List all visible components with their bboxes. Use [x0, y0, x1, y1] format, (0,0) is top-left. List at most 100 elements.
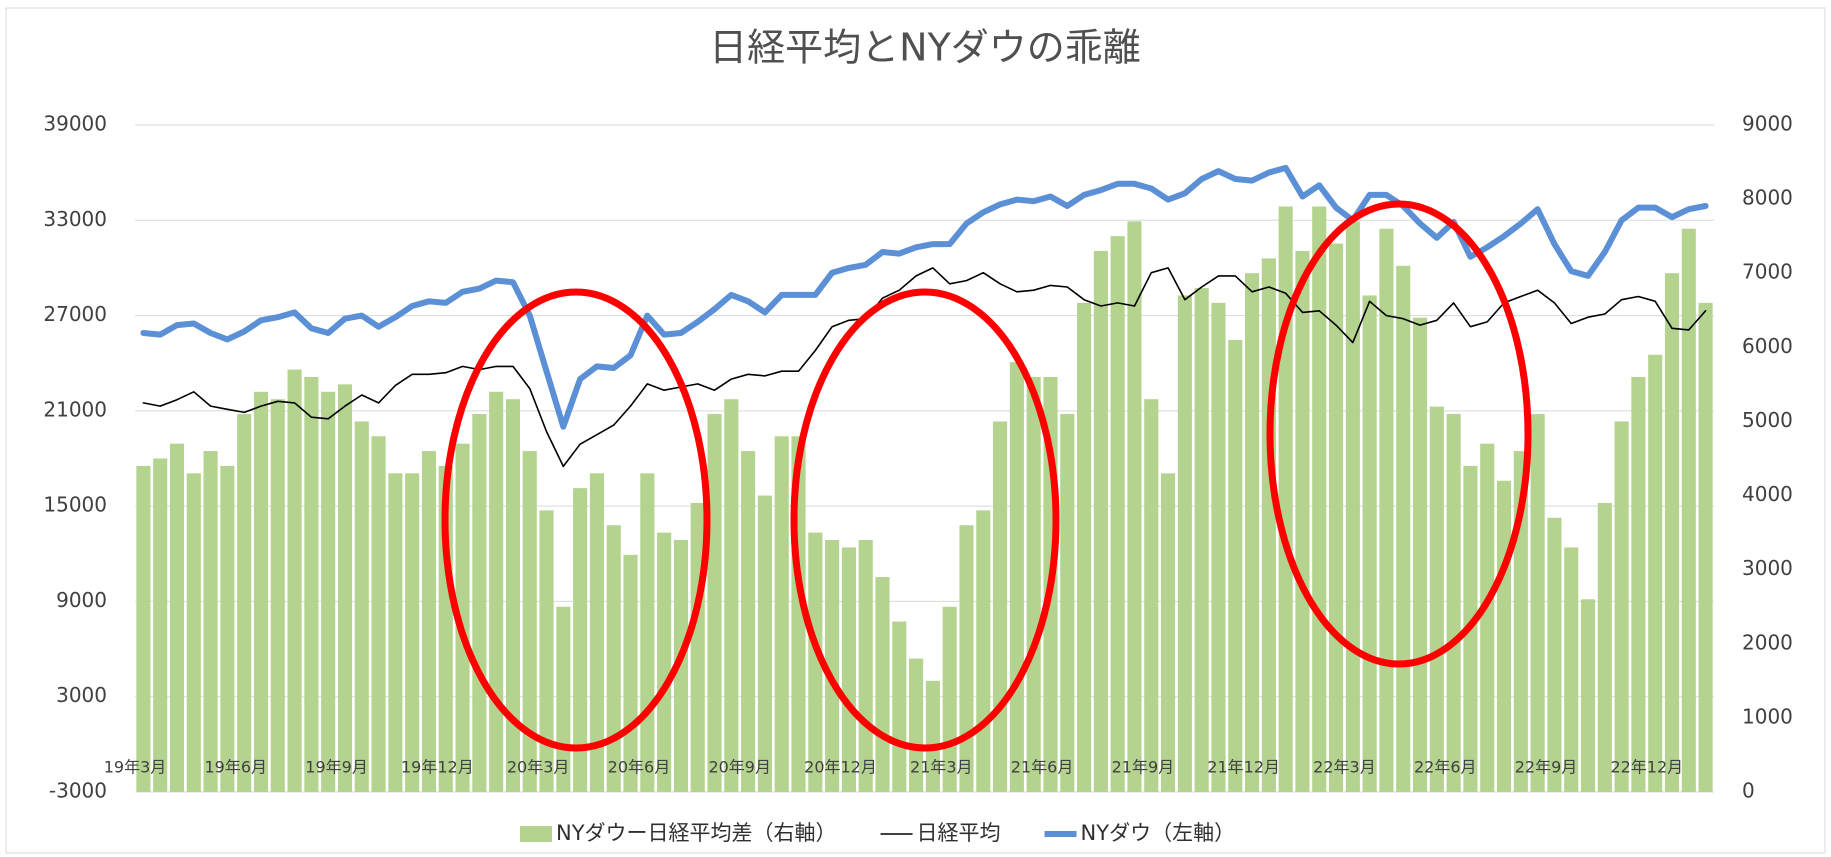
bar [707, 414, 722, 792]
bar [1698, 302, 1713, 792]
bar [1009, 362, 1024, 792]
bar [993, 421, 1008, 792]
line [140, 164, 1709, 430]
bar [1278, 206, 1293, 792]
bar [1093, 250, 1108, 792]
x-tick-label: 21年6月 [1011, 758, 1074, 777]
bar [909, 658, 924, 792]
bar [1261, 258, 1276, 792]
bar [1194, 288, 1209, 792]
bar [1496, 480, 1512, 792]
bar [1429, 406, 1444, 792]
x-tick-label: 19年6月 [205, 758, 268, 777]
bar [1312, 206, 1327, 792]
y2-tick-label: 0 [1742, 779, 1755, 803]
bar [1614, 421, 1629, 792]
bar [673, 540, 688, 792]
y-tick-label: 9000 [56, 588, 107, 612]
bar [925, 680, 940, 792]
x-tick-label: 21年3月 [910, 758, 973, 777]
y2-tick-label: 7000 [1742, 260, 1793, 284]
bar [1648, 354, 1663, 792]
x-tick-label: 22年3月 [1313, 758, 1376, 777]
bar [472, 414, 487, 792]
bar [1631, 376, 1646, 792]
bar [1228, 339, 1243, 792]
bar [573, 488, 588, 792]
bar [505, 399, 521, 792]
bar [1345, 221, 1360, 792]
lines [140, 164, 1709, 468]
y-tick-label: 39000 [43, 112, 107, 136]
bar [757, 495, 772, 792]
bar [1446, 414, 1461, 792]
bar [858, 540, 873, 792]
bar [1379, 228, 1394, 792]
axes: -3000 3000 9000 15000 21000 27000 33000 39000 0 1… [43, 112, 1793, 803]
bar [371, 436, 386, 792]
y2-tick-label: 8000 [1742, 186, 1793, 210]
bar [153, 458, 168, 792]
legend: NYダウー日経平均差（右軸） 日経平均 NYダウ（左軸） [520, 821, 1235, 845]
bar [354, 421, 369, 792]
bar [489, 391, 504, 792]
bar [808, 532, 823, 792]
bar [1211, 302, 1226, 792]
x-tick-label: 20年12月 [804, 758, 877, 777]
bar [321, 391, 336, 792]
bar [186, 473, 201, 792]
bar [1362, 295, 1377, 792]
x-tick-label: 19年3月 [104, 758, 167, 777]
y2-tick-label: 3000 [1742, 556, 1793, 580]
bar [220, 465, 235, 792]
y2-tick-label: 2000 [1742, 630, 1793, 654]
highlight-ellipse [790, 288, 1060, 752]
annotation-ellipses [441, 200, 1532, 752]
bar [1295, 250, 1310, 792]
legend-swatch [520, 826, 552, 842]
bar [421, 451, 437, 792]
bar [304, 376, 319, 792]
bar [1110, 236, 1125, 792]
bar [657, 532, 672, 792]
legend-label: NYダウー日経平均差（右軸） [556, 821, 837, 845]
y-tick-label: 33000 [43, 207, 107, 231]
bar [623, 554, 638, 792]
bar [169, 443, 185, 792]
bar [522, 451, 537, 792]
x-tick-label: 21年12月 [1207, 758, 1280, 777]
bar [1161, 473, 1176, 792]
x-tick-label: 22年12月 [1610, 758, 1683, 777]
bar [253, 391, 269, 792]
bar [1144, 399, 1159, 792]
x-tick-label: 22年9月 [1515, 758, 1578, 777]
bar [337, 384, 353, 792]
bar [539, 510, 554, 792]
bar [1026, 376, 1041, 792]
y2-tick-label: 4000 [1742, 482, 1793, 506]
x-tick-label: 20年3月 [507, 758, 570, 777]
bar [455, 443, 470, 792]
bar [1681, 228, 1696, 792]
bar [1396, 265, 1411, 792]
bar [1564, 547, 1579, 792]
bar [1077, 302, 1092, 792]
bar [1547, 517, 1562, 792]
bar [1530, 414, 1545, 792]
bar [237, 414, 252, 792]
bar [606, 525, 621, 792]
bar [774, 436, 789, 792]
x-tick-label: 19年12月 [401, 758, 474, 777]
bar [892, 621, 907, 792]
highlight-ellipse [1266, 200, 1532, 668]
y-tick-label: 27000 [43, 302, 107, 326]
bar [724, 399, 739, 792]
bar [741, 451, 756, 792]
legend-label: 日経平均 [917, 821, 1001, 845]
y2-tick-label: 1000 [1742, 704, 1793, 728]
y2-tick-label: 9000 [1742, 112, 1793, 136]
bar [959, 525, 974, 792]
x-tick-label: 21年9月 [1112, 758, 1175, 777]
x-tick-label: 22年6月 [1414, 758, 1477, 777]
